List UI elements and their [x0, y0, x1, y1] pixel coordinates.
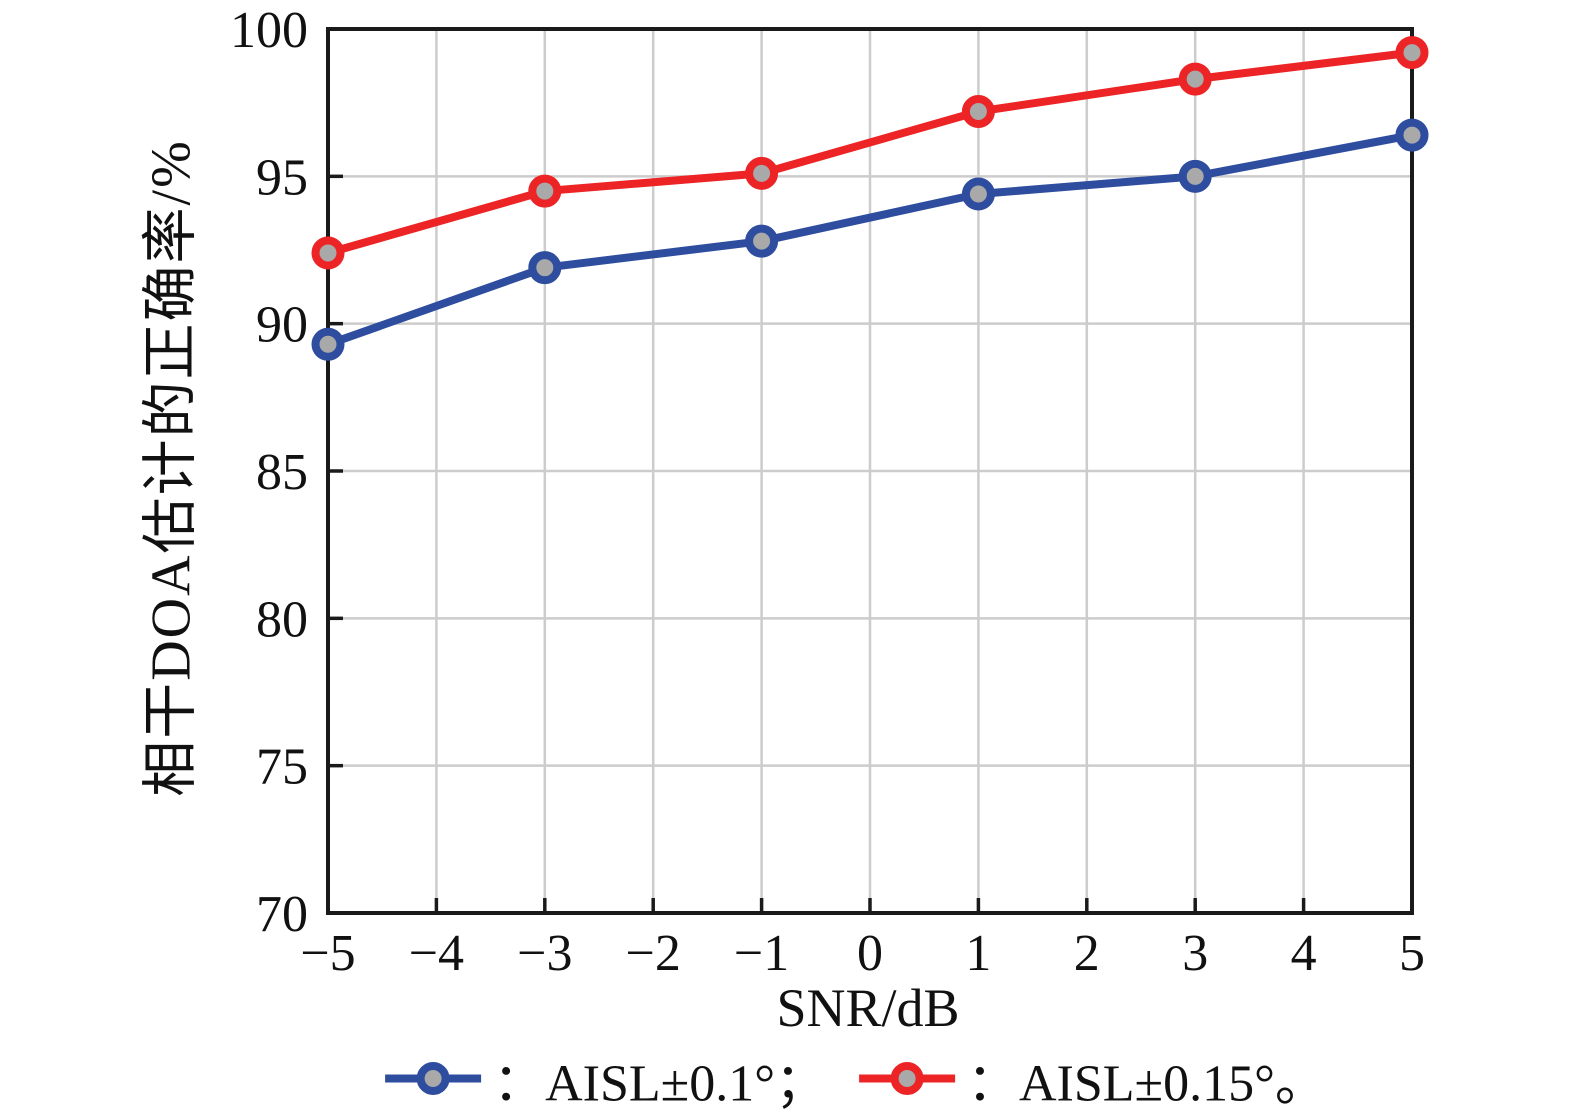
legend-label-aisl-0-15: ：AISL±0.15°。: [967, 1055, 1327, 1113]
x-tick-label: −3: [517, 925, 572, 982]
y-tick-label: 80: [256, 591, 308, 648]
data-point-marker: [528, 251, 562, 285]
legend-label-aisl-0-1: ：AISL±0.1°；: [493, 1055, 827, 1113]
series-line: [324, 48, 1416, 257]
y-tick-label: 100: [230, 2, 308, 59]
data-point-marker: [1178, 62, 1212, 96]
x-axis-title: SNR/dB: [776, 978, 960, 1038]
data-point-marker: [745, 156, 779, 190]
legend: ：AISL±0.1°； ：AISL±0.15°。: [383, 1041, 1327, 1115]
data-point-marker: [961, 177, 995, 211]
x-tick-label: 0: [857, 925, 883, 982]
y-tick-label: 75: [256, 739, 308, 796]
data-point-marker: [311, 236, 345, 270]
y-tick-label: 70: [256, 886, 308, 943]
x-tick-label: 3: [1182, 925, 1208, 982]
data-point-marker: [1178, 159, 1212, 193]
legend-item-aisl-0-15: ：AISL±0.15°。: [857, 1041, 1327, 1115]
data-point-marker: [528, 174, 562, 208]
x-tick-label: 5: [1399, 925, 1425, 982]
data-point-marker: [311, 327, 345, 361]
series-line: [324, 131, 1416, 349]
x-tick-label: −5: [300, 925, 355, 982]
data-point-marker: [961, 95, 995, 129]
y-tick-label: 90: [256, 297, 308, 354]
legend-red-line-marker-icon: [859, 1061, 955, 1095]
legend-item-aisl-0-1: ：AISL±0.1°；: [383, 1041, 827, 1115]
y-tick-label: 95: [256, 149, 308, 206]
x-tick-label: 1: [965, 925, 991, 982]
legend-blue-line-marker-icon: [385, 1061, 482, 1095]
y-tick-label: 85: [256, 444, 308, 501]
x-tick-label: 2: [1074, 925, 1100, 982]
x-tick-label: −1: [734, 925, 789, 982]
x-tick-label: −4: [409, 925, 464, 982]
x-tick-label: −2: [626, 925, 681, 982]
y-axis-title: 相干DOA估计的正确率/%: [140, 139, 203, 797]
data-point-marker: [1395, 36, 1429, 70]
x-tick-label: 4: [1291, 925, 1317, 982]
data-point-marker: [1395, 118, 1429, 152]
data-point-marker: [745, 224, 779, 258]
